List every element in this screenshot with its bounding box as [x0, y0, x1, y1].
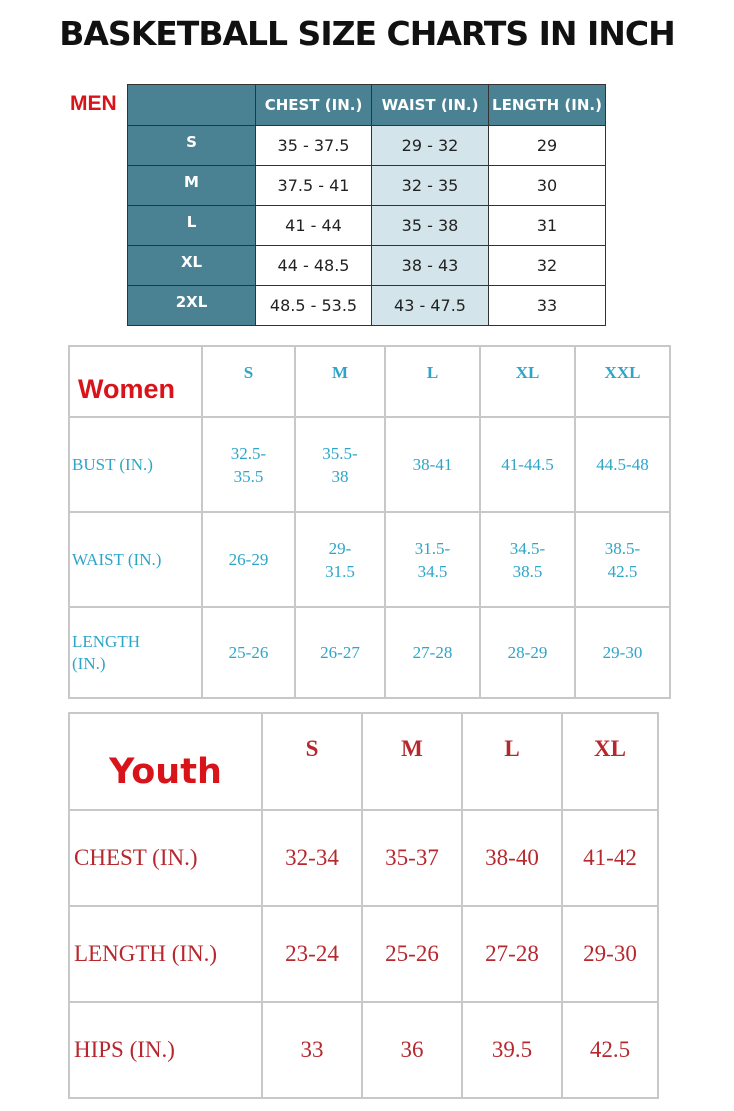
- men-length-cell: 31: [488, 205, 606, 246]
- youth-value-cell: 33: [261, 1001, 363, 1099]
- women-value-cell: 28-29: [479, 606, 576, 699]
- women-value-cell: 38.5- 42.5: [574, 511, 671, 608]
- youth-value-cell: 35-37: [361, 809, 463, 907]
- women-value-cell: 27-28: [384, 606, 481, 699]
- page-title: BASKETBALL SIZE CHARTS IN INCH: [59, 14, 676, 53]
- youth-value-cell: 42.5: [561, 1001, 659, 1099]
- women-size-header: XXL: [574, 345, 671, 418]
- youth-value-cell: 27-28: [461, 905, 563, 1003]
- women-value-cell: 25-26: [201, 606, 296, 699]
- men-waist-cell: 35 - 38: [371, 205, 489, 246]
- women-size-header: L: [384, 345, 481, 418]
- women-row-label: WAIST (IN.): [68, 511, 203, 608]
- youth-size-header: M: [361, 712, 463, 811]
- women-value-cell: 34.5- 38.5: [479, 511, 576, 608]
- youth-header-corner: Youth: [68, 712, 263, 811]
- women-value-cell: 26-29: [201, 511, 296, 608]
- men-size-cell: S: [127, 125, 256, 166]
- men-label: MEN: [70, 92, 117, 115]
- youth-row-label: HIPS (IN.): [68, 1001, 263, 1099]
- women-value-cell: 31.5- 34.5: [384, 511, 481, 608]
- women-size-header: M: [294, 345, 386, 418]
- youth-value-cell: 29-30: [561, 905, 659, 1003]
- youth-value-cell: 41-42: [561, 809, 659, 907]
- women-size-header: XL: [479, 345, 576, 418]
- youth-size-table: Youth S M L XL CHEST (IN.) 32-34 35-37 3…: [68, 712, 659, 1099]
- men-header-length: LENGTH (IN.): [488, 84, 606, 126]
- youth-size-header: S: [261, 712, 363, 811]
- youth-value-cell: 23-24: [261, 905, 363, 1003]
- youth-value-cell: 32-34: [261, 809, 363, 907]
- women-row-bust: BUST (IN.) 32.5- 35.5 35.5- 38 38-41 41-…: [68, 416, 671, 513]
- men-chest-cell: 35 - 37.5: [255, 125, 372, 166]
- youth-value-cell: 36: [361, 1001, 463, 1099]
- women-header-row: Women S M L XL XXL: [68, 345, 671, 418]
- women-value-cell: 32.5- 35.5: [201, 416, 296, 513]
- men-waist-cell: 32 - 35: [371, 165, 489, 206]
- men-length-cell: 32: [488, 245, 606, 286]
- youth-row-hips: HIPS (IN.) 33 36 39.5 42.5: [68, 1001, 659, 1099]
- women-size-table: Women S M L XL XXL BUST (IN.) 32.5- 35.5…: [68, 345, 671, 699]
- youth-row-label: CHEST (IN.): [68, 809, 263, 907]
- youth-row-chest: CHEST (IN.) 32-34 35-37 38-40 41-42: [68, 809, 659, 907]
- men-chest-cell: 48.5 - 53.5: [255, 285, 372, 326]
- men-header-chest: CHEST (IN.): [255, 84, 372, 126]
- men-size-cell: M: [127, 165, 256, 206]
- men-header-waist: WAIST (IN.): [371, 84, 489, 126]
- men-header-row: CHEST (IN.) WAIST (IN.) LENGTH (IN.): [127, 84, 606, 126]
- men-chest-cell: 44 - 48.5: [255, 245, 372, 286]
- women-row-label: LENGTH (IN.): [68, 606, 203, 699]
- women-value-cell: 41-44.5: [479, 416, 576, 513]
- men-row-2xl: 2XL 48.5 - 53.5 43 - 47.5 33: [127, 285, 606, 326]
- youth-row-label: LENGTH (IN.): [68, 905, 263, 1003]
- youth-header-row: Youth S M L XL: [68, 712, 659, 811]
- men-header-corner: [127, 84, 256, 126]
- men-waist-cell: 29 - 32: [371, 125, 489, 166]
- men-size-cell: 2XL: [127, 285, 256, 326]
- women-size-header: S: [201, 345, 296, 418]
- men-length-cell: 29: [488, 125, 606, 166]
- men-size-cell: L: [127, 205, 256, 246]
- men-row-m: M 37.5 - 41 32 - 35 30: [127, 165, 606, 206]
- men-row-s: S 35 - 37.5 29 - 32 29: [127, 125, 606, 166]
- men-chest-cell: 37.5 - 41: [255, 165, 372, 206]
- youth-value-cell: 38-40: [461, 809, 563, 907]
- youth-label: Youth: [109, 751, 222, 792]
- men-length-cell: 30: [488, 165, 606, 206]
- youth-row-length: LENGTH (IN.) 23-24 25-26 27-28 29-30: [68, 905, 659, 1003]
- men-length-cell: 33: [488, 285, 606, 326]
- men-size-table: CHEST (IN.) WAIST (IN.) LENGTH (IN.) S 3…: [127, 84, 606, 326]
- men-waist-cell: 43 - 47.5: [371, 285, 489, 326]
- men-row-l: L 41 - 44 35 - 38 31: [127, 205, 606, 246]
- women-header-corner: Women: [68, 345, 203, 418]
- women-row-label: BUST (IN.): [68, 416, 203, 513]
- men-row-xl: XL 44 - 48.5 38 - 43 32: [127, 245, 606, 286]
- youth-value-cell: 39.5: [461, 1001, 563, 1099]
- women-value-cell: 29- 31.5: [294, 511, 386, 608]
- women-value-cell: 29-30: [574, 606, 671, 699]
- women-row-length: LENGTH (IN.) 25-26 26-27 27-28 28-29 29-…: [68, 606, 671, 699]
- men-size-cell: XL: [127, 245, 256, 286]
- women-value-cell: 26-27: [294, 606, 386, 699]
- youth-size-header: XL: [561, 712, 659, 811]
- youth-size-header: L: [461, 712, 563, 811]
- women-label: Women: [78, 373, 176, 404]
- women-value-cell: 35.5- 38: [294, 416, 386, 513]
- youth-value-cell: 25-26: [361, 905, 463, 1003]
- women-value-cell: 38-41: [384, 416, 481, 513]
- men-chest-cell: 41 - 44: [255, 205, 372, 246]
- women-value-cell: 44.5-48: [574, 416, 671, 513]
- men-waist-cell: 38 - 43: [371, 245, 489, 286]
- women-row-waist: WAIST (IN.) 26-29 29- 31.5 31.5- 34.5 34…: [68, 511, 671, 608]
